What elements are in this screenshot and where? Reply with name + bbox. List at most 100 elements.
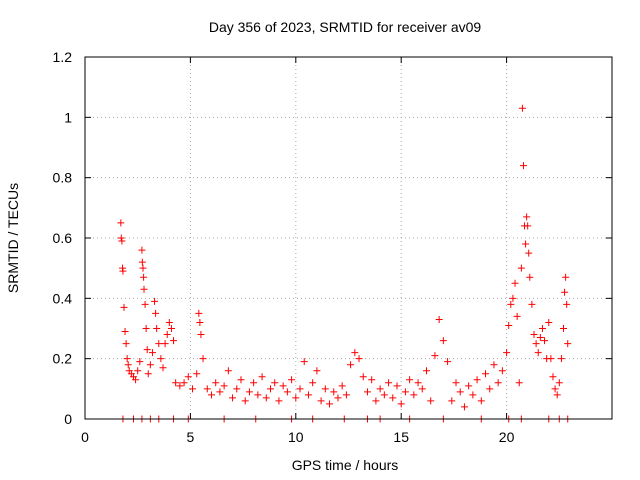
data-point	[262, 394, 270, 402]
data-point	[197, 331, 205, 339]
data-point	[503, 349, 511, 357]
data-point	[157, 355, 165, 363]
data-point	[563, 300, 571, 308]
data-point	[199, 355, 207, 363]
y-tick-label: 0.4	[53, 290, 73, 306]
data-point	[439, 337, 447, 345]
data-point	[534, 349, 542, 357]
data-point	[138, 246, 146, 254]
data-point	[418, 385, 426, 393]
y-tick-label: 1.2	[53, 49, 73, 65]
data-point	[120, 303, 128, 311]
data-point	[258, 373, 266, 381]
grid	[85, 57, 612, 419]
data-point	[372, 397, 380, 405]
data-point	[498, 367, 506, 375]
data-point	[300, 358, 308, 366]
data-point	[143, 346, 151, 354]
data-point	[237, 376, 245, 384]
chart-title: Day 356 of 2023, SRMTID for receiver av0…	[209, 19, 482, 35]
data-point	[505, 321, 513, 329]
data-point	[376, 385, 384, 393]
data-point	[452, 379, 460, 387]
data-point	[551, 385, 559, 393]
data-point	[477, 397, 485, 405]
data-point	[138, 258, 146, 266]
data-point	[153, 325, 161, 332]
data-point	[180, 379, 188, 387]
data-point	[515, 379, 523, 387]
data-point	[163, 331, 171, 339]
data-points	[117, 104, 572, 423]
data-point	[296, 385, 304, 393]
data-point	[562, 273, 570, 281]
data-point	[536, 334, 544, 342]
data-point	[444, 358, 452, 366]
data-point	[229, 394, 237, 402]
data-point	[139, 264, 147, 272]
data-point	[317, 397, 325, 405]
data-point	[254, 391, 262, 399]
data-point	[560, 325, 568, 332]
data-point	[196, 318, 204, 326]
data-point	[525, 249, 533, 257]
y-tick-label: 0.6	[53, 230, 73, 246]
data-point	[530, 331, 538, 339]
data-point	[134, 367, 142, 375]
data-point	[140, 273, 148, 281]
data-point	[152, 309, 160, 317]
data-point	[184, 373, 192, 381]
data-point	[431, 352, 439, 360]
data-point	[144, 370, 152, 378]
data-point	[393, 382, 401, 390]
data-point	[245, 388, 253, 396]
data-point	[545, 318, 553, 326]
data-point	[161, 340, 169, 348]
data-point	[119, 267, 127, 275]
data-point	[275, 397, 283, 405]
data-point	[212, 379, 220, 387]
data-point	[406, 376, 414, 384]
data-point	[283, 388, 291, 396]
data-point	[518, 104, 526, 112]
data-point	[380, 391, 388, 399]
data-point	[555, 379, 563, 387]
y-tick-label: 1	[64, 109, 72, 125]
data-point	[313, 367, 321, 375]
y-axis-label: SRMTID / TECUs	[5, 183, 21, 293]
data-point	[321, 385, 329, 393]
data-point	[132, 376, 140, 384]
data-point	[448, 397, 456, 405]
data-point	[355, 355, 363, 363]
data-point	[511, 279, 519, 287]
data-point	[561, 288, 569, 296]
data-point	[509, 294, 517, 302]
data-point	[167, 325, 175, 332]
data-point	[334, 394, 342, 402]
data-point	[351, 349, 359, 357]
data-point	[220, 382, 228, 390]
data-point	[172, 379, 180, 387]
data-point	[203, 385, 211, 393]
data-point	[469, 391, 477, 399]
data-point	[513, 312, 521, 320]
data-point	[189, 385, 197, 393]
x-axis-label: GPS time / hours	[292, 457, 399, 473]
data-point	[547, 355, 555, 363]
y-tick-label: 0	[64, 411, 72, 427]
data-point	[523, 213, 531, 221]
data-point	[118, 237, 126, 245]
data-point	[385, 379, 393, 387]
data-point	[490, 361, 498, 369]
data-point	[140, 285, 148, 293]
data-point	[279, 382, 287, 390]
data-point	[538, 325, 546, 332]
data-point	[507, 300, 515, 308]
axis-ticks: 0 5 10 15 20 0 0.2 0.4 0.6 0.8 1 1.2	[53, 49, 612, 445]
data-point	[342, 391, 350, 399]
x-tick-label: 20	[499, 429, 515, 445]
data-point	[435, 315, 443, 323]
data-point	[224, 367, 232, 375]
data-point	[541, 337, 549, 345]
